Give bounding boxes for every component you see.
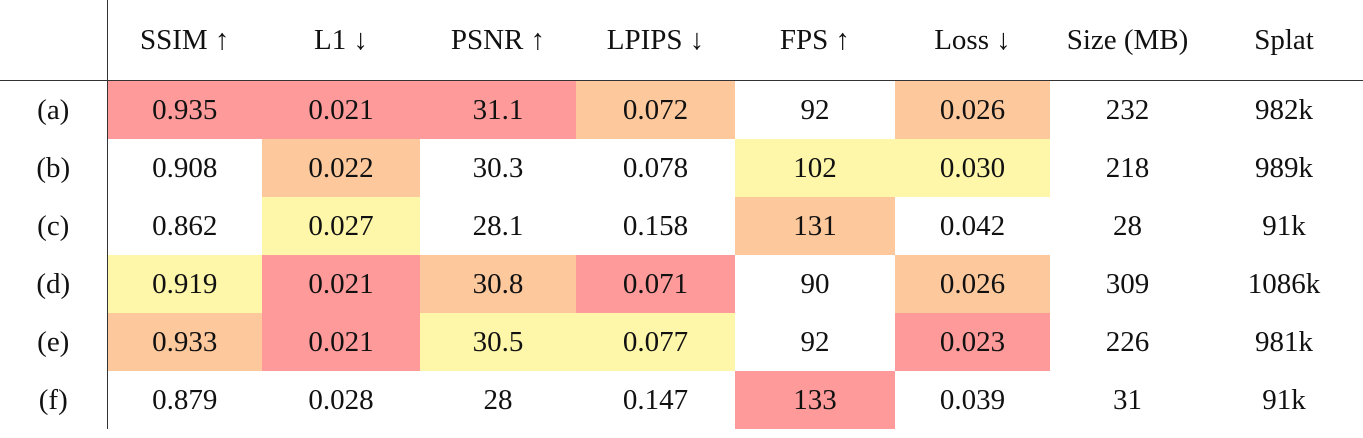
- cell: 91k: [1262, 209, 1306, 242]
- corner: [0, 0, 108, 81]
- row-label: (b): [0, 139, 108, 197]
- table-row: (a) 0.935 0.021 31.1 0.072 92 0.026 232 982k: [0, 80, 1363, 139]
- cell: 0.028: [308, 383, 374, 416]
- header: SSIM ↑ L1 ↓ PSNR ↑ LPIPS ↓ FPS ↑ Loss ↓ …: [0, 0, 1363, 81]
- cell: 133: [735, 371, 895, 429]
- row-label: (f): [0, 371, 108, 429]
- cell: 0.021: [262, 313, 420, 371]
- cell: 28.1: [472, 209, 524, 242]
- cell: 0.042: [939, 209, 1006, 242]
- row-label: (d): [0, 255, 108, 313]
- column-header: LPIPS ↓: [576, 0, 735, 81]
- cell: 31.1: [420, 80, 576, 139]
- cell: 0.026: [895, 255, 1050, 313]
- table-row: (f) 0.879 0.028 28 0.147 133 0.039 31 91k: [0, 371, 1363, 429]
- column-header: L1 ↓: [262, 0, 420, 81]
- results-table: SSIM ↑ L1 ↓ PSNR ↑ LPIPS ↓ FPS ↑ Loss ↓ …: [0, 0, 1363, 429]
- cell: 0.021: [262, 255, 420, 313]
- cell: 91k: [1262, 383, 1306, 416]
- row-label: (e): [0, 313, 108, 371]
- cell: 309: [1105, 267, 1150, 300]
- cell: 982k: [1255, 93, 1313, 126]
- column-header: PSNR ↑: [420, 0, 576, 81]
- column-header: FPS ↑: [735, 0, 895, 81]
- table-row: (e) 0.933 0.021 30.5 0.077 92 0.023 226 981k: [0, 313, 1363, 371]
- column-header: Size (MB): [1050, 0, 1205, 81]
- cell: 0.862: [152, 209, 218, 242]
- table-body: (a) 0.935 0.021 31.1 0.072 92 0.026 232 982k (b) 0…: [0, 80, 1363, 429]
- cell: 0.071: [576, 255, 735, 313]
- cell: 30.5: [420, 313, 576, 371]
- cell: 28: [1113, 209, 1142, 242]
- cell: 989k: [1255, 151, 1313, 184]
- column-header: Splat: [1205, 0, 1363, 81]
- cell: 218: [1105, 151, 1150, 184]
- cell: 0.072: [576, 80, 735, 139]
- cell: 131: [735, 197, 895, 255]
- cell: 90: [800, 267, 830, 300]
- cell: 981k: [1255, 325, 1313, 358]
- cell: 92: [800, 93, 830, 126]
- cell: 30.3: [472, 151, 524, 184]
- cell: 28: [483, 383, 513, 416]
- cell: 0.023: [895, 313, 1050, 371]
- cell: 92: [800, 325, 830, 358]
- cell: 232: [1105, 93, 1150, 126]
- cell: 102: [735, 139, 895, 197]
- row-label: (a): [0, 80, 108, 139]
- cell: 0.919: [107, 255, 262, 313]
- column-header: SSIM ↑: [107, 0, 262, 81]
- cell: 0.026: [895, 80, 1050, 139]
- cell: 0.158: [622, 209, 689, 242]
- cell: 0.908: [152, 151, 218, 184]
- cell: 0.027: [262, 197, 420, 255]
- cell: 0.030: [895, 139, 1050, 197]
- cell: 0.039: [939, 383, 1006, 416]
- cell: 0.879: [152, 383, 218, 416]
- column-header: Loss ↓: [895, 0, 1050, 81]
- cell: 0.147: [622, 383, 689, 416]
- table-row: (b) 0.908 0.022 30.3 0.078 102 0.030 218 989k: [0, 139, 1363, 197]
- cell: 0.021: [262, 80, 420, 139]
- table-row: (c) 0.862 0.027 28.1 0.158 131 0.042 28 91k: [0, 197, 1363, 255]
- cell: 31: [1113, 383, 1142, 416]
- cell: 226: [1105, 325, 1150, 358]
- cell: 0.933: [107, 313, 262, 371]
- row-label: (c): [0, 197, 108, 255]
- table-row: (d) 0.919 0.021 30.8 0.071 90 0.026 309 1086k: [0, 255, 1363, 313]
- cell: 1086k: [1247, 267, 1321, 300]
- cell: 30.8: [420, 255, 576, 313]
- cell: 0.078: [622, 151, 689, 184]
- cell: 0.077: [576, 313, 735, 371]
- cell: 0.935: [107, 80, 262, 139]
- cell: 0.022: [262, 139, 420, 197]
